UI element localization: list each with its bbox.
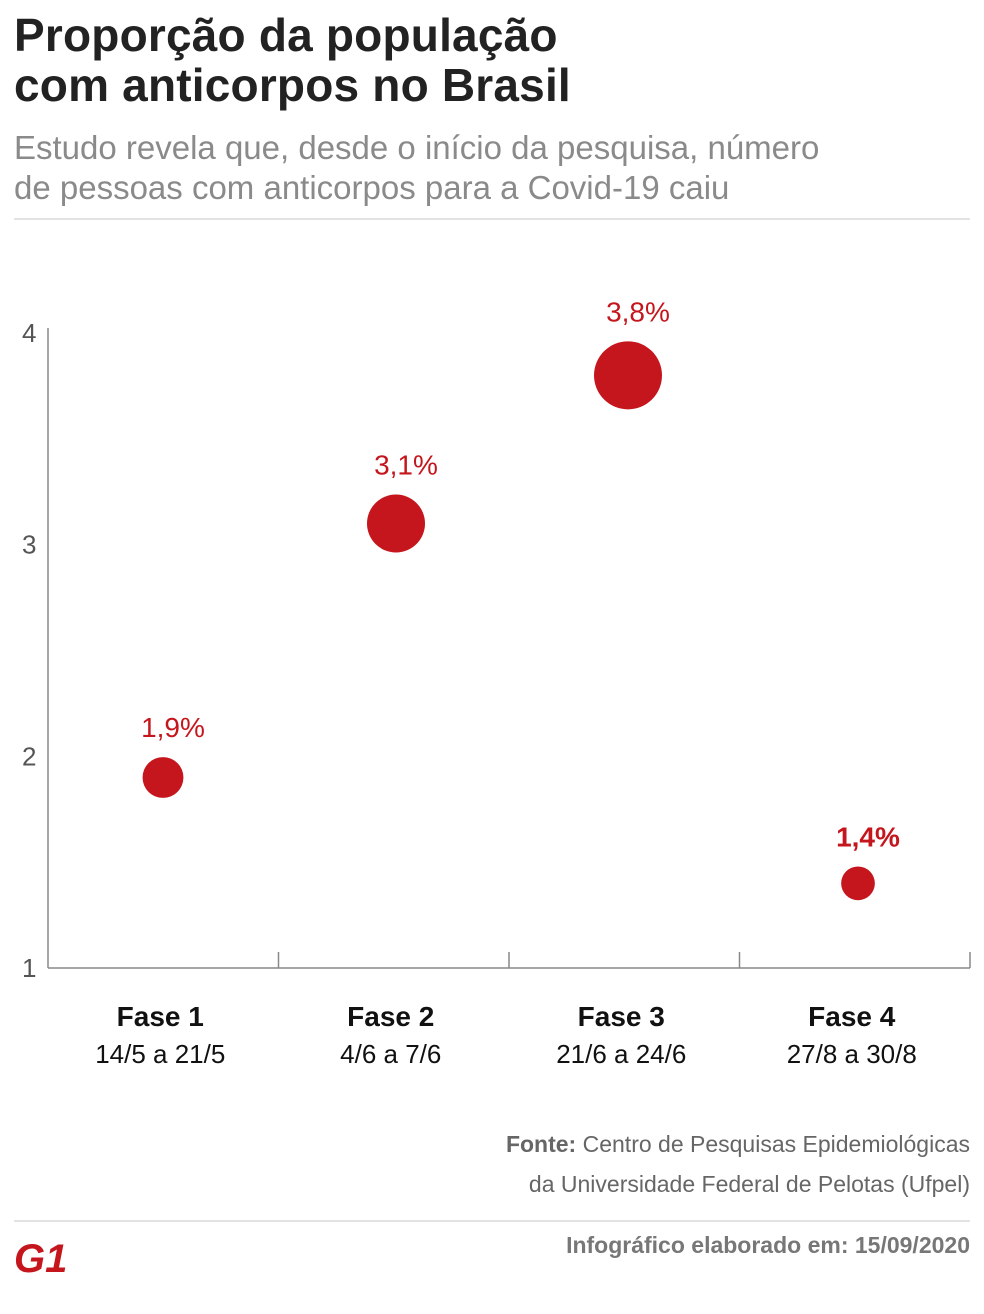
x-category-label: Fase 3 xyxy=(578,1001,665,1032)
y-tick-label: 4 xyxy=(22,318,36,348)
chart-subtitle-line-2: de pessoas com anticorpos para a Covid-1… xyxy=(14,169,730,206)
source-note: Fonte: Centro de Pesquisas Epidemiológic… xyxy=(270,1124,970,1204)
x-category-label: Fase 2 xyxy=(347,1001,434,1032)
infographic-date: Infográfico elaborado em: 15/09/2020 xyxy=(566,1232,970,1258)
x-category-label: Fase 1 xyxy=(117,1001,204,1032)
source-line-2: da Universidade Federal de Pelotas (Ufpe… xyxy=(528,1171,970,1197)
g1-logo: G1 xyxy=(14,1237,67,1276)
data-point xyxy=(594,341,662,410)
x-category-date: 27/8 a 30/8 xyxy=(787,1039,917,1069)
x-category-date: 14/5 a 21/5 xyxy=(95,1039,225,1069)
data-point xyxy=(367,494,425,553)
x-category-label: Fase 4 xyxy=(808,1001,896,1032)
data-label: 3,8% xyxy=(606,296,670,327)
data-label: 1,4% xyxy=(836,821,900,852)
g1-logo-text: G1 xyxy=(14,1237,67,1276)
footer-divider xyxy=(14,1220,970,1222)
chart-title-line-1: Proporção da população xyxy=(14,9,558,61)
data-label: 3,1% xyxy=(374,450,438,481)
chart-title: Proporção da população com anticorpos no… xyxy=(14,10,974,110)
x-category-date: 4/6 a 7/6 xyxy=(340,1039,441,1069)
data-point xyxy=(841,866,875,901)
source-label: Fonte: xyxy=(505,1131,577,1157)
source-line-1: Centro de Pesquisas Epidemiológicas xyxy=(582,1131,970,1157)
chart-title-line-2: com anticorpos no Brasil xyxy=(14,59,571,111)
y-tick-label: 3 xyxy=(22,530,36,560)
data-point xyxy=(142,757,184,798)
x-category-date: 21/6 a 24/6 xyxy=(556,1039,686,1069)
y-tick-label: 2 xyxy=(22,741,36,771)
data-label: 1,9% xyxy=(141,712,205,743)
header-divider xyxy=(14,218,970,220)
chart-subtitle: Estudo revela que, desde o início da pes… xyxy=(14,128,974,208)
y-tick-label: 1 xyxy=(22,953,36,983)
chart-subtitle-line-1: Estudo revela que, desde o início da pes… xyxy=(14,129,820,166)
scatter-chart: 1 2 3 4 1,9% 3,1% 3,8% 1,4% Fase 1 14/5 a 21/5 Fas… xyxy=(22,296,971,1069)
